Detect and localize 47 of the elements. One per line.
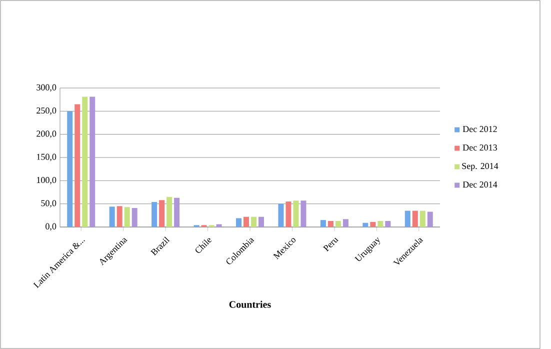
- bar: [243, 216, 249, 227]
- y-tick-label: 50,0: [41, 200, 56, 208]
- bar: [74, 104, 80, 227]
- bar: [250, 216, 256, 227]
- y-tick-label: 200,0: [36, 130, 56, 138]
- bar: [236, 218, 242, 227]
- bar: [82, 96, 88, 227]
- x-tick-label: Chile: [196, 238, 212, 253]
- bar: [166, 196, 172, 227]
- bar: [132, 208, 138, 227]
- x-axis-title: Countries: [229, 300, 271, 308]
- legend-label: Dec 2012: [462, 126, 497, 132]
- y-tick-label: 150,0: [37, 154, 56, 162]
- x-tick-label: Peru: [322, 238, 338, 252]
- bar: [427, 212, 433, 227]
- bar: [124, 207, 130, 227]
- bar: [293, 200, 299, 227]
- y-tick-label: 250,0: [36, 107, 56, 115]
- legend-label: Dec 2013: [462, 144, 497, 151]
- bar: [328, 220, 334, 227]
- bar: [109, 206, 115, 227]
- bar: [278, 204, 284, 227]
- bar: [258, 216, 264, 227]
- bar: [362, 222, 368, 227]
- legend-label: Sep. 2014: [462, 162, 498, 171]
- y-tick-label: 0,0: [46, 223, 56, 231]
- bar: [174, 198, 180, 227]
- bar: [90, 96, 96, 227]
- bar: [370, 222, 376, 227]
- bar: [385, 220, 391, 227]
- bar: [116, 206, 122, 227]
- bar: [404, 210, 410, 227]
- bar: [378, 220, 384, 227]
- bar: [300, 200, 306, 227]
- y-tick-label: 300,0: [36, 84, 56, 92]
- bar: [420, 210, 426, 227]
- bar: [320, 220, 326, 227]
- bar: [216, 224, 222, 227]
- bar: [286, 202, 292, 227]
- bar: [67, 111, 73, 227]
- bar: [412, 210, 418, 227]
- bar: [342, 219, 348, 227]
- bar: [335, 220, 341, 227]
- legend-label: Dec 2014: [462, 181, 498, 188]
- bar: [159, 200, 165, 227]
- bar: [152, 202, 158, 227]
- y-tick-label: 100,0: [37, 176, 56, 184]
